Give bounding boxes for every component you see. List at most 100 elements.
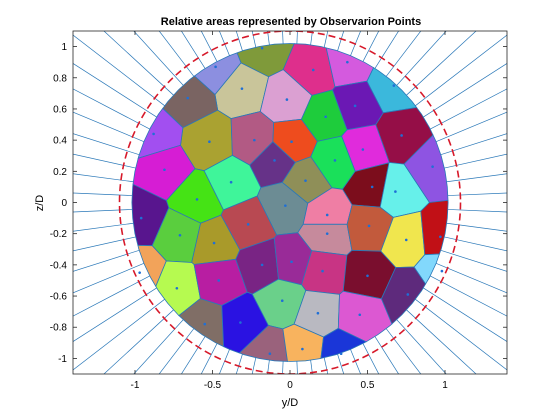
radial-ray	[60, 320, 184, 420]
observation-point	[371, 186, 374, 189]
observation-point	[290, 140, 293, 143]
radial-ray	[0, 128, 136, 168]
y-tick-label: -0.8	[50, 323, 68, 334]
radial-ray	[0, 44, 150, 129]
observation-point	[312, 69, 315, 72]
radial-ray	[0, 188, 132, 196]
observation-point	[304, 179, 307, 182]
radial-ray	[448, 188, 560, 196]
observation-point	[239, 321, 242, 324]
radial-ray	[0, 250, 139, 305]
radial-ray	[415, 299, 560, 411]
observation-point	[140, 217, 143, 220]
x-tick-label: 0.5	[361, 380, 375, 391]
observation-point	[324, 115, 327, 118]
y-tick-label: 0.4	[53, 136, 67, 147]
observation-point	[247, 223, 250, 226]
observation-point	[273, 159, 276, 162]
observation-point	[261, 264, 264, 267]
observation-point	[286, 98, 289, 101]
observation-point	[261, 47, 264, 50]
observation-point	[405, 239, 408, 242]
observation-point	[354, 105, 357, 108]
observation-point	[326, 232, 329, 235]
x-tick-label: 0	[287, 380, 293, 391]
observation-point	[241, 87, 244, 90]
radial-ray	[19, 0, 164, 106]
y-tick-label: 0.2	[53, 167, 67, 178]
observation-point	[217, 279, 220, 282]
radial-ray	[441, 250, 560, 305]
observation-point	[366, 274, 369, 277]
radial-ray	[386, 0, 497, 76]
radial-ray	[407, 0, 542, 95]
observation-point	[301, 348, 304, 351]
radial-ray	[448, 209, 560, 217]
observation-point	[176, 287, 179, 290]
radial-ray	[0, 263, 144, 333]
observation-point	[334, 159, 337, 162]
observation-point	[317, 312, 320, 315]
observation-point	[138, 271, 141, 274]
radial-ray	[407, 310, 542, 420]
y-tick-label: -0.2	[50, 229, 68, 240]
radial-ray	[2, 288, 156, 387]
radial-ray	[397, 320, 521, 420]
observation-point	[362, 148, 365, 151]
observation-point	[358, 313, 361, 316]
x-tick-label: -0.5	[204, 380, 222, 391]
radial-ray	[430, 276, 560, 361]
radial-ray	[423, 18, 560, 117]
observation-point	[321, 270, 324, 273]
observation-point	[439, 236, 442, 239]
y-tick-label: 0.6	[53, 104, 67, 115]
x-axis-label: y/D	[282, 397, 299, 409]
observation-point	[407, 293, 410, 296]
y-tick-label: -0.6	[50, 292, 68, 303]
voronoi-cell	[421, 200, 448, 254]
observation-point	[179, 234, 182, 237]
y-tick-label: 1	[61, 42, 67, 53]
observation-point	[393, 84, 396, 87]
radial-ray	[430, 44, 560, 129]
radial-ray	[2, 18, 156, 117]
radial-ray	[107, 337, 205, 420]
radial-ray	[436, 263, 560, 333]
radial-ray	[82, 0, 193, 76]
observation-point	[431, 165, 434, 168]
observation-point	[281, 299, 284, 302]
radial-ray	[311, 360, 335, 420]
observation-point	[290, 260, 293, 263]
observation-point	[196, 198, 199, 201]
radial-ray	[0, 237, 136, 277]
chart-title: Relative areas represented by Observario…	[161, 16, 421, 28]
radial-ray	[447, 158, 560, 182]
radial-ray	[0, 71, 144, 141]
observation-point	[441, 270, 444, 273]
radial-ray	[0, 276, 150, 361]
voronoi-cells	[132, 44, 448, 362]
observation-point	[186, 97, 189, 100]
y-axis-label: z/D	[34, 195, 46, 212]
observation-point	[203, 323, 206, 326]
radial-ray	[375, 0, 473, 68]
radial-ray	[436, 71, 560, 141]
observation-point	[326, 214, 329, 217]
y-tick-label: 0	[61, 198, 67, 209]
y-tick-label: 0.8	[53, 73, 67, 84]
observation-point	[208, 140, 211, 143]
observation-point	[214, 66, 217, 69]
x-tick-label: -1	[131, 380, 140, 391]
x-tick-label: 1	[442, 380, 448, 391]
radial-ray	[415, 0, 560, 106]
radial-ray	[375, 337, 473, 420]
observation-point	[230, 181, 233, 184]
radial-ray	[19, 299, 164, 411]
radial-ray	[363, 344, 447, 420]
observation-point	[269, 352, 272, 355]
radial-ray	[441, 99, 560, 154]
observation-point	[163, 168, 166, 171]
y-tick-label: -1	[58, 354, 67, 365]
